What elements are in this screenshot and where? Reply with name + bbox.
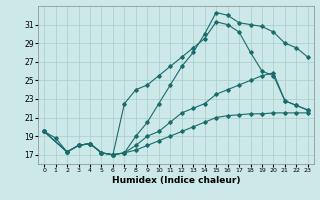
- X-axis label: Humidex (Indice chaleur): Humidex (Indice chaleur): [112, 176, 240, 185]
